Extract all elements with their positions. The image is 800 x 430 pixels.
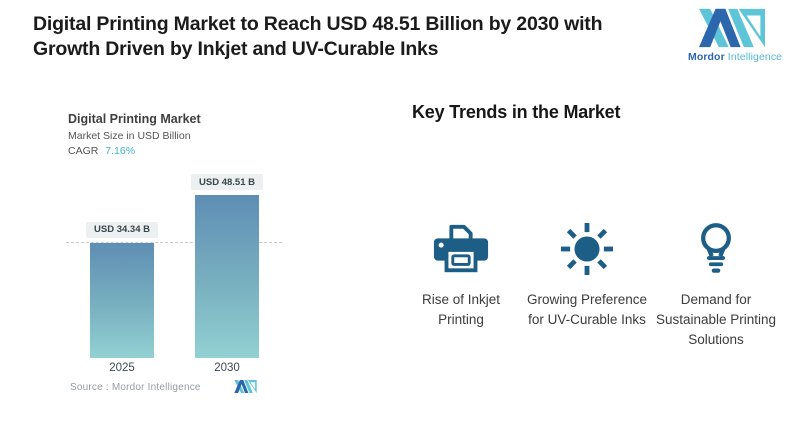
mordor-mini-logo-icon: [234, 380, 257, 398]
uv-sun-icon: [560, 218, 614, 280]
page-title: Digital Printing Market to Reach USD 48.…: [33, 13, 603, 60]
value-label-2030: USD 48.51 B: [191, 174, 263, 191]
chart-plot-area: USD 34.34 B USD 48.51 B: [66, 174, 282, 358]
printer-icon: [432, 218, 490, 280]
trend-item-inkjet: Rise of Inkjet Printing: [401, 218, 521, 330]
trend-item-uv-curable: Growing Preference for UV-Curable Inks: [512, 218, 662, 330]
cagr-label: CAGR: [68, 145, 99, 157]
trend-item-sustainable: Demand for Sustainable Printing Solution…: [641, 218, 791, 350]
chart-subtitle: Market Size in USD Billion: [68, 130, 191, 142]
trends-heading: Key Trends in the Market: [412, 102, 621, 122]
trend-label: Rise of Inkjet Printing: [421, 292, 501, 327]
trend-label: Growing Preference for UV-Curable Inks: [526, 292, 648, 327]
market-size-chart: Digital Printing Market Market Size in U…: [66, 112, 282, 412]
brand-name: Mordor Intelligence: [688, 51, 783, 63]
bar-2025: [90, 242, 154, 358]
chart-title: Digital Printing Market: [68, 112, 201, 126]
chart-cagr: CAGR 7.16%: [68, 145, 282, 157]
source-text: Source : Mordor Intelligence: [70, 382, 201, 393]
lightbulb-icon: [697, 218, 735, 280]
mordor-logo-icon: [699, 8, 765, 48]
chart-source-row: Source : Mordor Intelligence: [66, 380, 282, 396]
x-tick-2030: 2030: [214, 362, 240, 374]
value-label-2025: USD 34.34 B: [86, 221, 158, 238]
cagr-value: 7.16%: [105, 145, 136, 157]
x-tick-2025: 2025: [109, 362, 135, 374]
trend-label: Demand for Sustainable Printing Solution…: [655, 292, 777, 347]
reference-line: [66, 241, 282, 243]
brand-logo: Mordor Intelligence: [688, 8, 783, 63]
bar-2030: [195, 195, 259, 358]
